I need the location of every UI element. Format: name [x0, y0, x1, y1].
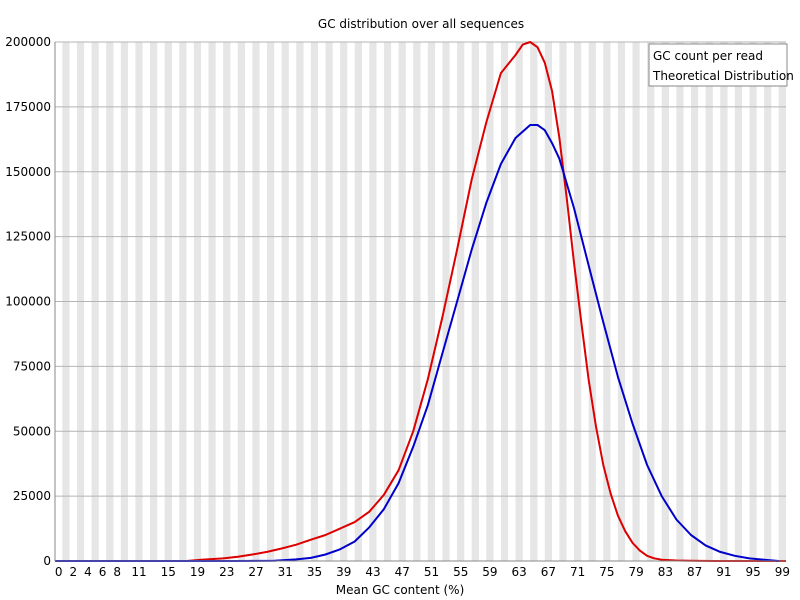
x-tick-label: 79 — [629, 565, 644, 579]
x-tick-label: 31 — [278, 565, 293, 579]
x-tick-label: 39 — [336, 565, 351, 579]
x-tick-label: 2 — [69, 565, 77, 579]
x-tick-label: 51 — [424, 565, 439, 579]
y-tick-label: 25000 — [13, 489, 51, 503]
x-tick-label: 71 — [570, 565, 585, 579]
y-tick-label: 175000 — [5, 100, 51, 114]
x-tick-label: 91 — [716, 565, 731, 579]
x-tick-label: 55 — [453, 565, 468, 579]
x-tick-label: 6 — [99, 565, 107, 579]
x-tick-label: 47 — [395, 565, 410, 579]
x-tick-label: 35 — [307, 565, 322, 579]
x-tick-label: 63 — [512, 565, 527, 579]
y-tick-label: 200000 — [5, 35, 51, 49]
x-tick-label: 75 — [599, 565, 614, 579]
y-tick-label: 100000 — [5, 295, 51, 309]
x-tick-label: 8 — [113, 565, 121, 579]
x-tick-label: 87 — [687, 565, 702, 579]
x-tick-label: 59 — [482, 565, 497, 579]
x-tick-label: 4 — [84, 565, 92, 579]
x-tick-label: 83 — [658, 565, 673, 579]
x-tick-label: 67 — [541, 565, 556, 579]
x-tick-label: 0 — [55, 565, 63, 579]
x-axis-label: Mean GC content (%) — [336, 583, 465, 597]
legend: GC count per read Theoretical Distributi… — [648, 43, 794, 87]
series-layer — [55, 41, 786, 562]
legend-item-theoretical: Theoretical Distribution — [652, 69, 794, 83]
series-line-theoretical — [55, 124, 779, 562]
y-tick-labels: 0 25000 50000 75000 100000 125000 150000 175000… — [5, 35, 51, 568]
x-tick-label: 43 — [365, 565, 380, 579]
legend-item-gc-count: GC count per read — [653, 49, 763, 63]
y-tick-label: 150000 — [5, 165, 51, 179]
legend-box — [648, 43, 788, 87]
x-tick-label: 27 — [248, 565, 263, 579]
chart-title: GC distribution over all sequences — [318, 17, 524, 31]
x-tick-label: 95 — [745, 565, 760, 579]
series-line-gc-count — [55, 41, 786, 562]
y-tick-label: 0 — [43, 554, 51, 568]
x-tick-label: 23 — [219, 565, 234, 579]
y-tick-label: 75000 — [13, 359, 51, 373]
y-tick-label: 125000 — [5, 230, 51, 244]
x-tick-label: 15 — [161, 565, 176, 579]
x-tick-label: 11 — [131, 565, 146, 579]
y-tick-label: 50000 — [13, 424, 51, 438]
x-tick-labels: 0 2 4 6 8 11 15 19 23 27 31 35 39 43 47 51 55 59 63 67 71 75 7… — [55, 565, 790, 579]
x-tick-label: 99 — [775, 565, 790, 579]
x-tick-label: 19 — [190, 565, 205, 579]
